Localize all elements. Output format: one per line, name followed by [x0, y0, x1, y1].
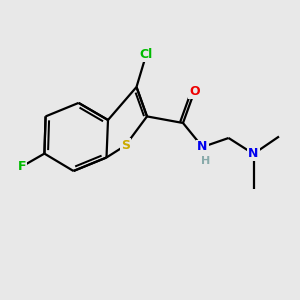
Text: N: N — [197, 140, 208, 154]
Text: S: S — [121, 139, 130, 152]
Text: H: H — [202, 156, 211, 167]
Text: F: F — [18, 160, 26, 173]
Text: O: O — [189, 85, 200, 98]
Text: N: N — [248, 147, 259, 161]
Text: Cl: Cl — [140, 47, 153, 61]
